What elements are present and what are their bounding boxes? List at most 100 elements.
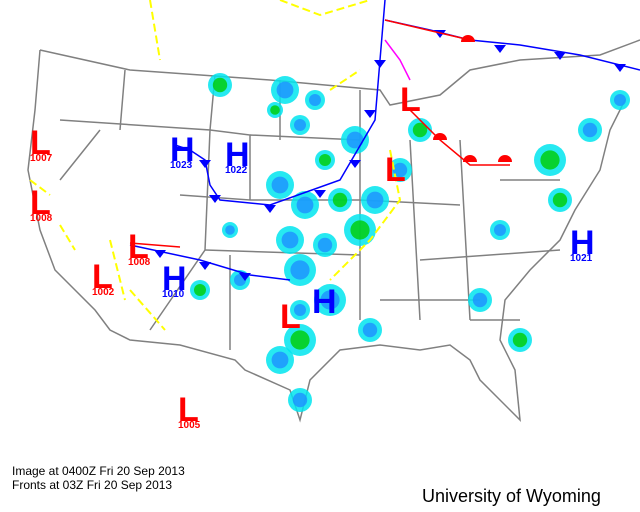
radar-echo-core [317, 237, 333, 253]
low-pressure-center: L 1005 [178, 391, 201, 431]
system-letter: H [225, 136, 250, 174]
pressure-value: 1022 [225, 165, 248, 176]
system-letter: L [280, 298, 301, 336]
trough-line [279, 0, 371, 17]
system-letter: L [400, 81, 421, 119]
high-pressure-center: H 1010 [162, 260, 187, 300]
warm-front-pip [463, 155, 477, 162]
radar-echo-core [319, 154, 331, 166]
pressure-value: 1007 [30, 153, 53, 164]
cold-front-pip [494, 45, 506, 53]
radar-echo-core [290, 330, 310, 350]
radar-echo-core [290, 260, 310, 280]
low-pressure-center: L [400, 83, 421, 117]
radar-echo-core [276, 81, 294, 99]
radar-echo-core [582, 122, 598, 138]
radar-echo-core [294, 304, 306, 316]
radar-echo-core [552, 192, 568, 208]
radar-echoes [190, 73, 630, 412]
radar-echo-core [332, 192, 348, 208]
system-letter: L [128, 228, 149, 266]
low-pressure-center: L 1002 [92, 258, 115, 298]
high-pressure-center: H 1021 [570, 224, 595, 264]
warm-front-pip [498, 155, 512, 162]
system-letter: H [570, 224, 595, 262]
warm-front [129, 242, 181, 248]
radar-echo-core [346, 131, 364, 149]
system-letter: L [30, 184, 51, 222]
cold-front-pip [154, 250, 166, 258]
radar-echo-core [494, 224, 506, 236]
cold-front-pip [314, 190, 326, 198]
pressure-value: 1002 [92, 287, 115, 298]
cold-front [174, 0, 386, 206]
pressure-value: 1008 [128, 257, 151, 268]
radar-echo-core [309, 94, 321, 106]
image-time-label: Image at 0400Z Fri 20 Sep 2013 [12, 464, 185, 478]
radar-echo-core [392, 162, 408, 178]
pressure-value: 1005 [178, 420, 201, 431]
trough-line [29, 179, 51, 196]
radar-echo-core [296, 196, 314, 214]
system-letter: H [170, 131, 195, 169]
low-pressure-center: L 1008 [128, 228, 151, 268]
occluded-front [384, 39, 411, 81]
system-letter: L [385, 151, 406, 189]
trough-line [329, 69, 361, 91]
radar-echo-core [212, 77, 228, 93]
cold-front-pip [209, 195, 221, 203]
fronts [29, 0, 640, 331]
low-pressure-center: L 1007 [30, 124, 53, 164]
cold-front-pip [239, 273, 251, 281]
cold-front-pip [554, 52, 566, 60]
trough-line [149, 0, 161, 61]
warm-front-pip [433, 133, 447, 140]
radar-echo-core [350, 220, 370, 240]
fronts-time-label: Fronts at 03Z Fri 20 Sep 2013 [12, 478, 173, 492]
low-pressure-center: L 1008 [30, 184, 52, 224]
radar-echo-core [512, 332, 528, 348]
high-pressure-center: H [312, 285, 337, 319]
cold-front [129, 244, 291, 281]
cold-front-pip [349, 160, 361, 168]
state-borders [27, 39, 640, 423]
cold-front [384, 19, 640, 71]
pressure-value: 1023 [170, 160, 193, 171]
trough-line [129, 289, 166, 331]
system-letter: H [312, 283, 337, 321]
radar-echo-core [412, 122, 428, 138]
radar-echo-core [294, 119, 306, 131]
radar-echo-core [271, 351, 289, 369]
low-pressure-center: L [385, 153, 406, 187]
warm-front [384, 19, 471, 41]
warm-front-pip [461, 35, 475, 42]
radar-echo-core [540, 150, 560, 170]
radar-echo-core [292, 392, 308, 408]
radar-echo-core [270, 105, 280, 115]
radar-echo-core [614, 94, 626, 106]
warm-front [409, 109, 510, 166]
pressure-value: 1021 [570, 253, 593, 264]
system-letter: L [178, 391, 199, 429]
trough-line [59, 224, 76, 251]
radar-echo-core [271, 176, 289, 194]
radar-echo-core [281, 231, 299, 249]
radar-echo-core [362, 322, 378, 338]
radar-echo-core [320, 290, 340, 310]
system-letter: H [162, 260, 187, 298]
cold-front-pip [199, 262, 211, 270]
cold-front-pip [614, 64, 626, 72]
radar-echo-core [225, 225, 235, 235]
system-letter: L [30, 124, 51, 162]
system-letter: L [92, 258, 113, 296]
cold-front-pip [199, 160, 211, 168]
cold-front-pip [264, 205, 276, 213]
pressure-value: 1010 [162, 289, 185, 300]
low-pressure-center: L [280, 300, 301, 334]
credit-label: University of Wyoming [422, 486, 601, 506]
trough-line [329, 149, 402, 281]
radar-echo-core [366, 191, 384, 209]
high-pressure-center: H 1022 [225, 136, 250, 176]
